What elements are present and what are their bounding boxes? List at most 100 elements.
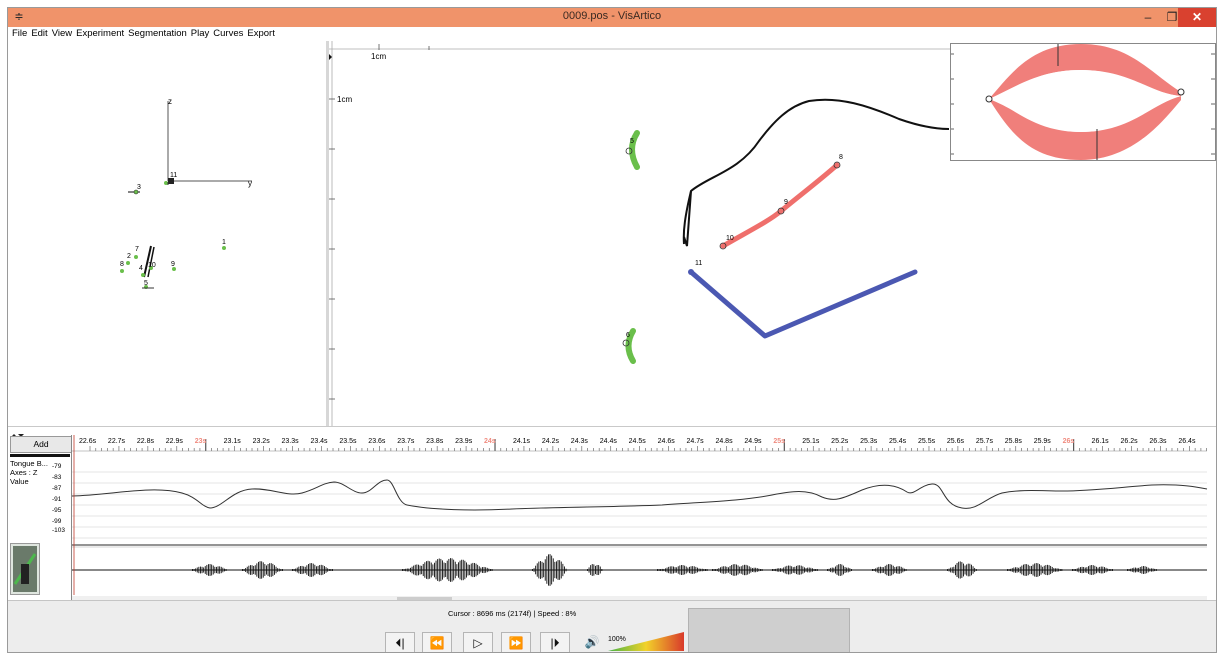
waveform-sample <box>961 562 963 578</box>
waveform-sample <box>462 559 464 581</box>
waveform-sample <box>1073 569 1075 571</box>
waveform-sample <box>947 569 948 571</box>
y-tick: -79 <box>52 463 62 470</box>
waveform-sample <box>300 566 301 574</box>
waveform-sample <box>1151 568 1152 572</box>
waveform-sample <box>975 569 977 571</box>
menu-view[interactable]: View <box>51 28 73 39</box>
minimize-button[interactable]: – <box>1144 10 1152 24</box>
time-label: 26.3s <box>1149 438 1167 445</box>
close-button[interactable]: ✕ <box>1178 8 1216 27</box>
waveform-sample <box>564 566 565 574</box>
volume-slider[interactable] <box>608 632 684 652</box>
waveform-sample <box>538 561 540 579</box>
waveform-sample <box>548 554 549 586</box>
waveform-sample <box>695 566 697 574</box>
title-bar[interactable]: ≑ 0009.pos - VisArtico – ❐ ✕ <box>8 8 1216 27</box>
left-3d-view[interactable]: z y 3 7 2 8 4 10 9 1 5 11 <box>8 41 326 426</box>
waveform-sample <box>666 567 668 573</box>
menu-segmentation[interactable]: Segmentation <box>128 28 187 39</box>
waveform-sample <box>1083 567 1085 573</box>
next-frame-button[interactable]: |⏵ <box>540 632 570 652</box>
waveform-sample <box>1018 567 1020 573</box>
waveform-sample <box>1010 568 1012 572</box>
menu-export[interactable]: Export <box>247 28 275 39</box>
waveform-sample <box>703 568 705 572</box>
waveform-sample <box>301 565 303 575</box>
time-label: 23.5s <box>339 438 357 445</box>
waveform-sample <box>969 563 971 577</box>
timeline-panel[interactable]: ‹ › <box>71 435 1216 607</box>
waveform-sample <box>1128 569 1130 571</box>
waveform-sample <box>844 567 846 573</box>
waveform-sample <box>876 567 878 573</box>
restore-button[interactable]: ❐ <box>1166 10 1178 24</box>
waveform-sample <box>593 564 595 576</box>
main-2d-view[interactable]: 1cm 1cm 5 6 8 9 10 11 <box>329 41 1216 426</box>
waveform-sample <box>1029 565 1031 575</box>
waveform-sample <box>540 561 541 579</box>
waveform-sample <box>293 569 295 571</box>
point-label-1: 1 <box>222 239 226 246</box>
previous-frame-button[interactable]: ⏴| <box>385 632 415 652</box>
curve-name[interactable]: Tongue B... <box>10 459 48 468</box>
menu-play[interactable]: Play <box>190 28 210 39</box>
waveform-sample <box>1080 567 1081 573</box>
time-label: 25.1s <box>802 438 820 445</box>
waveform-sample <box>953 566 955 574</box>
waveform-sample <box>674 567 676 573</box>
waveform-sample <box>1146 566 1148 574</box>
fast-forward-button[interactable]: ⏩ <box>501 632 531 652</box>
waveform-sample <box>261 561 263 579</box>
waveform-sample <box>904 568 905 572</box>
curve-axes[interactable]: Axes : Z <box>10 468 38 477</box>
window-title: 0009.pos - VisArtico <box>562 10 662 22</box>
waveform-sample <box>446 560 448 580</box>
menu-curves[interactable]: Curves <box>213 28 244 39</box>
app-icon[interactable]: ≑ <box>14 11 24 23</box>
waveform-sample <box>955 564 956 576</box>
waveform-sample <box>596 564 598 576</box>
waveform-sample <box>1133 567 1135 573</box>
waveform-sample <box>693 566 695 574</box>
waveform-sample <box>1042 566 1044 574</box>
play-button[interactable]: ▷ <box>463 632 493 652</box>
waveform-sample <box>490 569 491 571</box>
waveform-sample <box>1152 568 1154 572</box>
rewind-button[interactable]: ⏪ <box>422 632 452 652</box>
menu-experiment[interactable]: Experiment <box>76 28 125 39</box>
volume-label: 100% <box>608 636 626 643</box>
waveform-sample <box>880 566 881 574</box>
time-label: 25.7s <box>975 438 993 445</box>
menu-edit[interactable]: Edit <box>31 28 48 39</box>
waveform-sample <box>897 566 899 574</box>
waveform-sample <box>732 564 734 576</box>
waveform-sample <box>219 566 221 574</box>
waveform-sample <box>595 565 596 575</box>
waveform-sample <box>758 568 760 572</box>
cursor-status: Cursor : 8696 ms (2174f) | Speed : 8% <box>448 609 577 618</box>
waveform-sample <box>480 567 482 573</box>
waveform-sample <box>712 569 713 571</box>
waveform-sample <box>783 567 785 573</box>
waveform-sample <box>734 564 736 576</box>
waveform-sample <box>660 569 662 571</box>
add-curve-button[interactable]: Add <box>10 436 72 453</box>
speaker-icon[interactable]: 🔊 <box>584 635 600 649</box>
waveform-sample <box>1076 568 1078 572</box>
waveform-sample <box>200 566 201 574</box>
waveform-sample <box>1053 568 1055 572</box>
waveform-sample <box>1108 569 1110 571</box>
waveform-sample <box>256 563 258 577</box>
view-splitter[interactable] <box>326 41 329 426</box>
audio-thumbnail[interactable] <box>10 543 40 595</box>
waveform-sample <box>292 569 293 571</box>
waveform-sample <box>270 563 272 577</box>
waveform-sample <box>701 568 703 572</box>
waveform-sample <box>676 567 678 573</box>
menu-file[interactable]: File <box>12 28 28 39</box>
waveform-sample <box>971 564 972 576</box>
waveform-sample <box>242 569 243 571</box>
waveform-sample <box>1094 565 1096 575</box>
waveform-sample <box>403 569 405 571</box>
